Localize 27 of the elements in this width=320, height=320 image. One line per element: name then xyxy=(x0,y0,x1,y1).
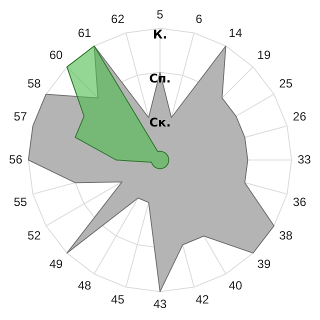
spoke-label: 6 xyxy=(196,12,203,26)
spoke-label: 52 xyxy=(27,228,42,242)
spoke-label: 48 xyxy=(78,278,92,293)
y-tick-label: Сп. xyxy=(149,71,171,86)
spoke-label: 58 xyxy=(27,76,42,90)
spoke-label: 62 xyxy=(111,12,125,26)
spoke-label: 56 xyxy=(9,152,23,166)
spoke-label: 60 xyxy=(49,48,64,62)
spoke-label: 42 xyxy=(196,292,210,306)
spoke-label: 36 xyxy=(292,195,307,210)
spoke-label: 43 xyxy=(153,297,167,312)
spoke-label: 5 xyxy=(156,8,164,22)
spoke-label: 45 xyxy=(111,292,125,306)
spoke-label: 33 xyxy=(298,152,312,166)
spoke-label: 14 xyxy=(228,26,242,40)
y-tick-label: К. xyxy=(152,28,168,42)
spoke-label: 40 xyxy=(228,278,242,293)
spoke-label: 61 xyxy=(78,26,92,40)
spoke-label: 49 xyxy=(49,256,64,271)
spoke-label: 38 xyxy=(279,228,293,242)
y-tick-label: Ск. xyxy=(149,115,171,130)
spoke-label: 39 xyxy=(257,256,271,271)
spoke-label: 25 xyxy=(279,76,293,90)
spoke-label: 26 xyxy=(292,110,307,124)
spoke-label: 19 xyxy=(257,48,271,62)
spoke-label: 57 xyxy=(14,110,28,124)
spoke-label: 55 xyxy=(14,195,28,210)
